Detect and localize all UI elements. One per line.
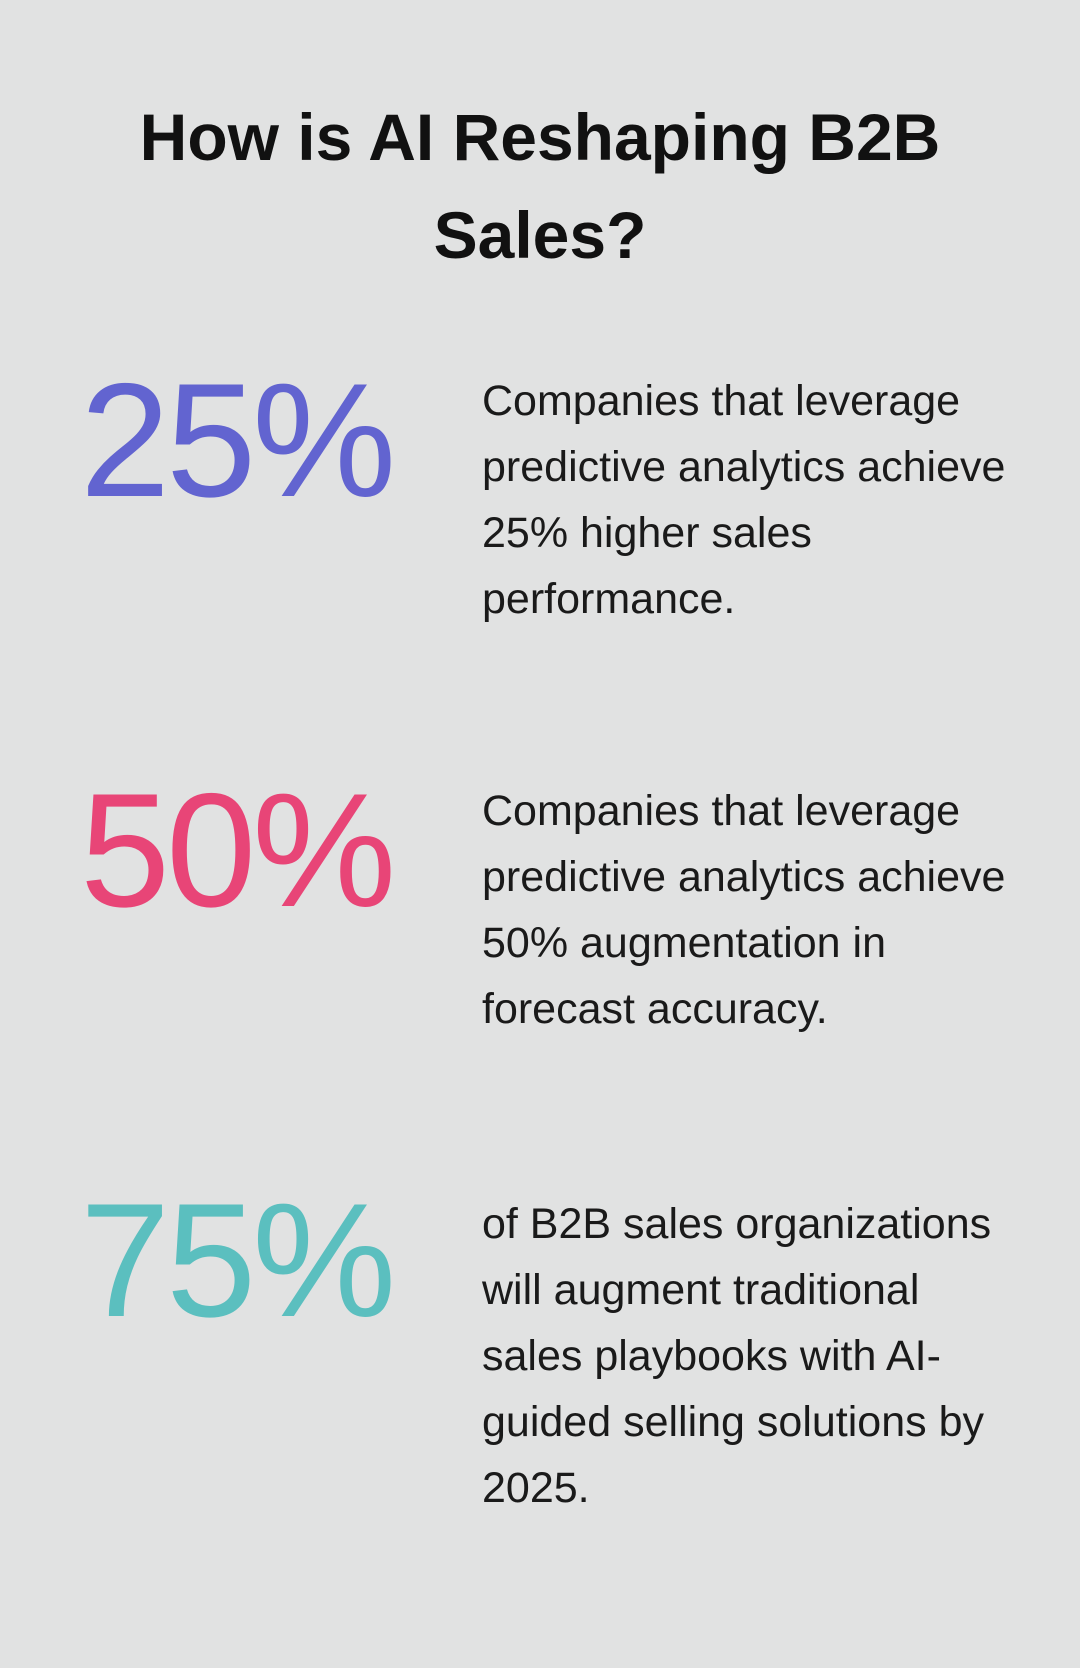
title: How is AI Reshaping B2B Sales? (139, 100, 941, 272)
stat-figure: 50% (80, 760, 396, 941)
stat-text: of B2B sales organizations will augment … (482, 1200, 992, 1512)
stat-text: Companies that leverage predictive analy… (482, 787, 1006, 1033)
stat-figure: 25% (80, 350, 396, 531)
stat-text: Companies that leverage predictive analy… (482, 377, 1006, 623)
stat-figure: 75% (80, 1170, 396, 1351)
